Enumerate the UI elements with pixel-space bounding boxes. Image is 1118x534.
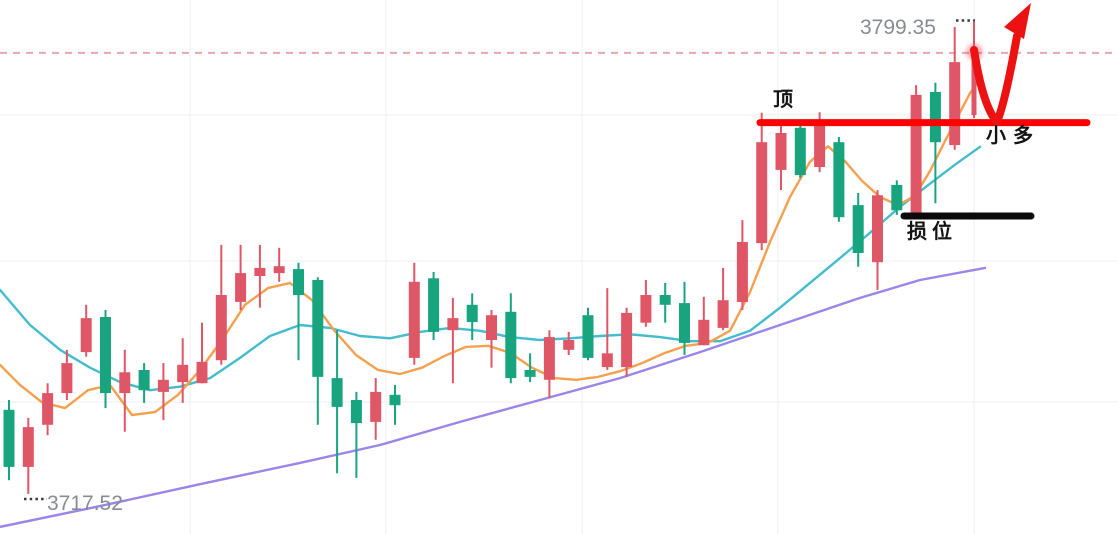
- candle-body: [736, 242, 748, 302]
- candle-body: [852, 205, 864, 253]
- candle-body: [621, 312, 633, 368]
- candle-body: [312, 280, 324, 377]
- candle-body: [293, 269, 304, 296]
- candle-body: [408, 281, 420, 358]
- candle-body: [22, 427, 34, 467]
- candle-body: [370, 391, 382, 422]
- high-price-label: 3799.35: [860, 16, 936, 39]
- candles: [3, 22, 977, 494]
- candle-body: [949, 62, 961, 146]
- candle-body: [679, 303, 690, 343]
- candle-body: [215, 295, 227, 361]
- candle-body: [814, 119, 826, 167]
- candle-body: [971, 55, 977, 116]
- candle-body: [235, 273, 247, 302]
- candle-body: [100, 317, 111, 394]
- candle-body: [447, 318, 459, 331]
- candle-body: [543, 337, 555, 380]
- candle-body: [389, 394, 401, 406]
- candle-body: [582, 315, 594, 358]
- ma-medium-line: [0, 145, 982, 392]
- annotation-stop-loss-label: 损位: [907, 221, 957, 243]
- candle-body: [505, 311, 517, 379]
- candle-body: [273, 266, 285, 274]
- candle-body: [756, 142, 768, 244]
- candle-body: [640, 295, 652, 323]
- candle-body: [80, 318, 92, 353]
- candle-body: [3, 409, 15, 467]
- candle-body: [254, 267, 266, 276]
- annotation-top-label: 顶: [773, 89, 793, 111]
- candle-body: [196, 361, 208, 384]
- candle-body: [524, 370, 536, 377]
- candle-body: [61, 363, 73, 394]
- candle-body: [563, 340, 575, 350]
- candle-body: [331, 378, 343, 407]
- candle-body: [794, 127, 806, 176]
- candle-body: [486, 315, 497, 340]
- candle-body: [833, 142, 845, 218]
- ma-fast-line: [0, 80, 980, 417]
- v-up-arrow: [970, 3, 1031, 126]
- candle-body: [659, 295, 671, 305]
- candle-body: [717, 300, 729, 328]
- candle-body: [177, 364, 189, 383]
- candle-body: [138, 370, 150, 391]
- candle-body: [350, 400, 362, 424]
- candle-body: [42, 393, 54, 425]
- low-price-label: 3717.52: [47, 492, 123, 515]
- annotation-small-long-label: 小多: [986, 125, 1040, 147]
- candle-body: [428, 278, 440, 332]
- candle-body: [119, 372, 131, 394]
- candle-body: [910, 94, 922, 214]
- ma-slow-line: [0, 266, 987, 529]
- candle-body: [872, 195, 883, 263]
- candle-body: [891, 184, 903, 211]
- candle-body: [601, 353, 613, 368]
- candle-body: [775, 133, 787, 170]
- candle-body: [466, 304, 478, 323]
- candle-body: [157, 379, 169, 392]
- candle-body: [698, 319, 710, 346]
- candle-body: [929, 92, 941, 143]
